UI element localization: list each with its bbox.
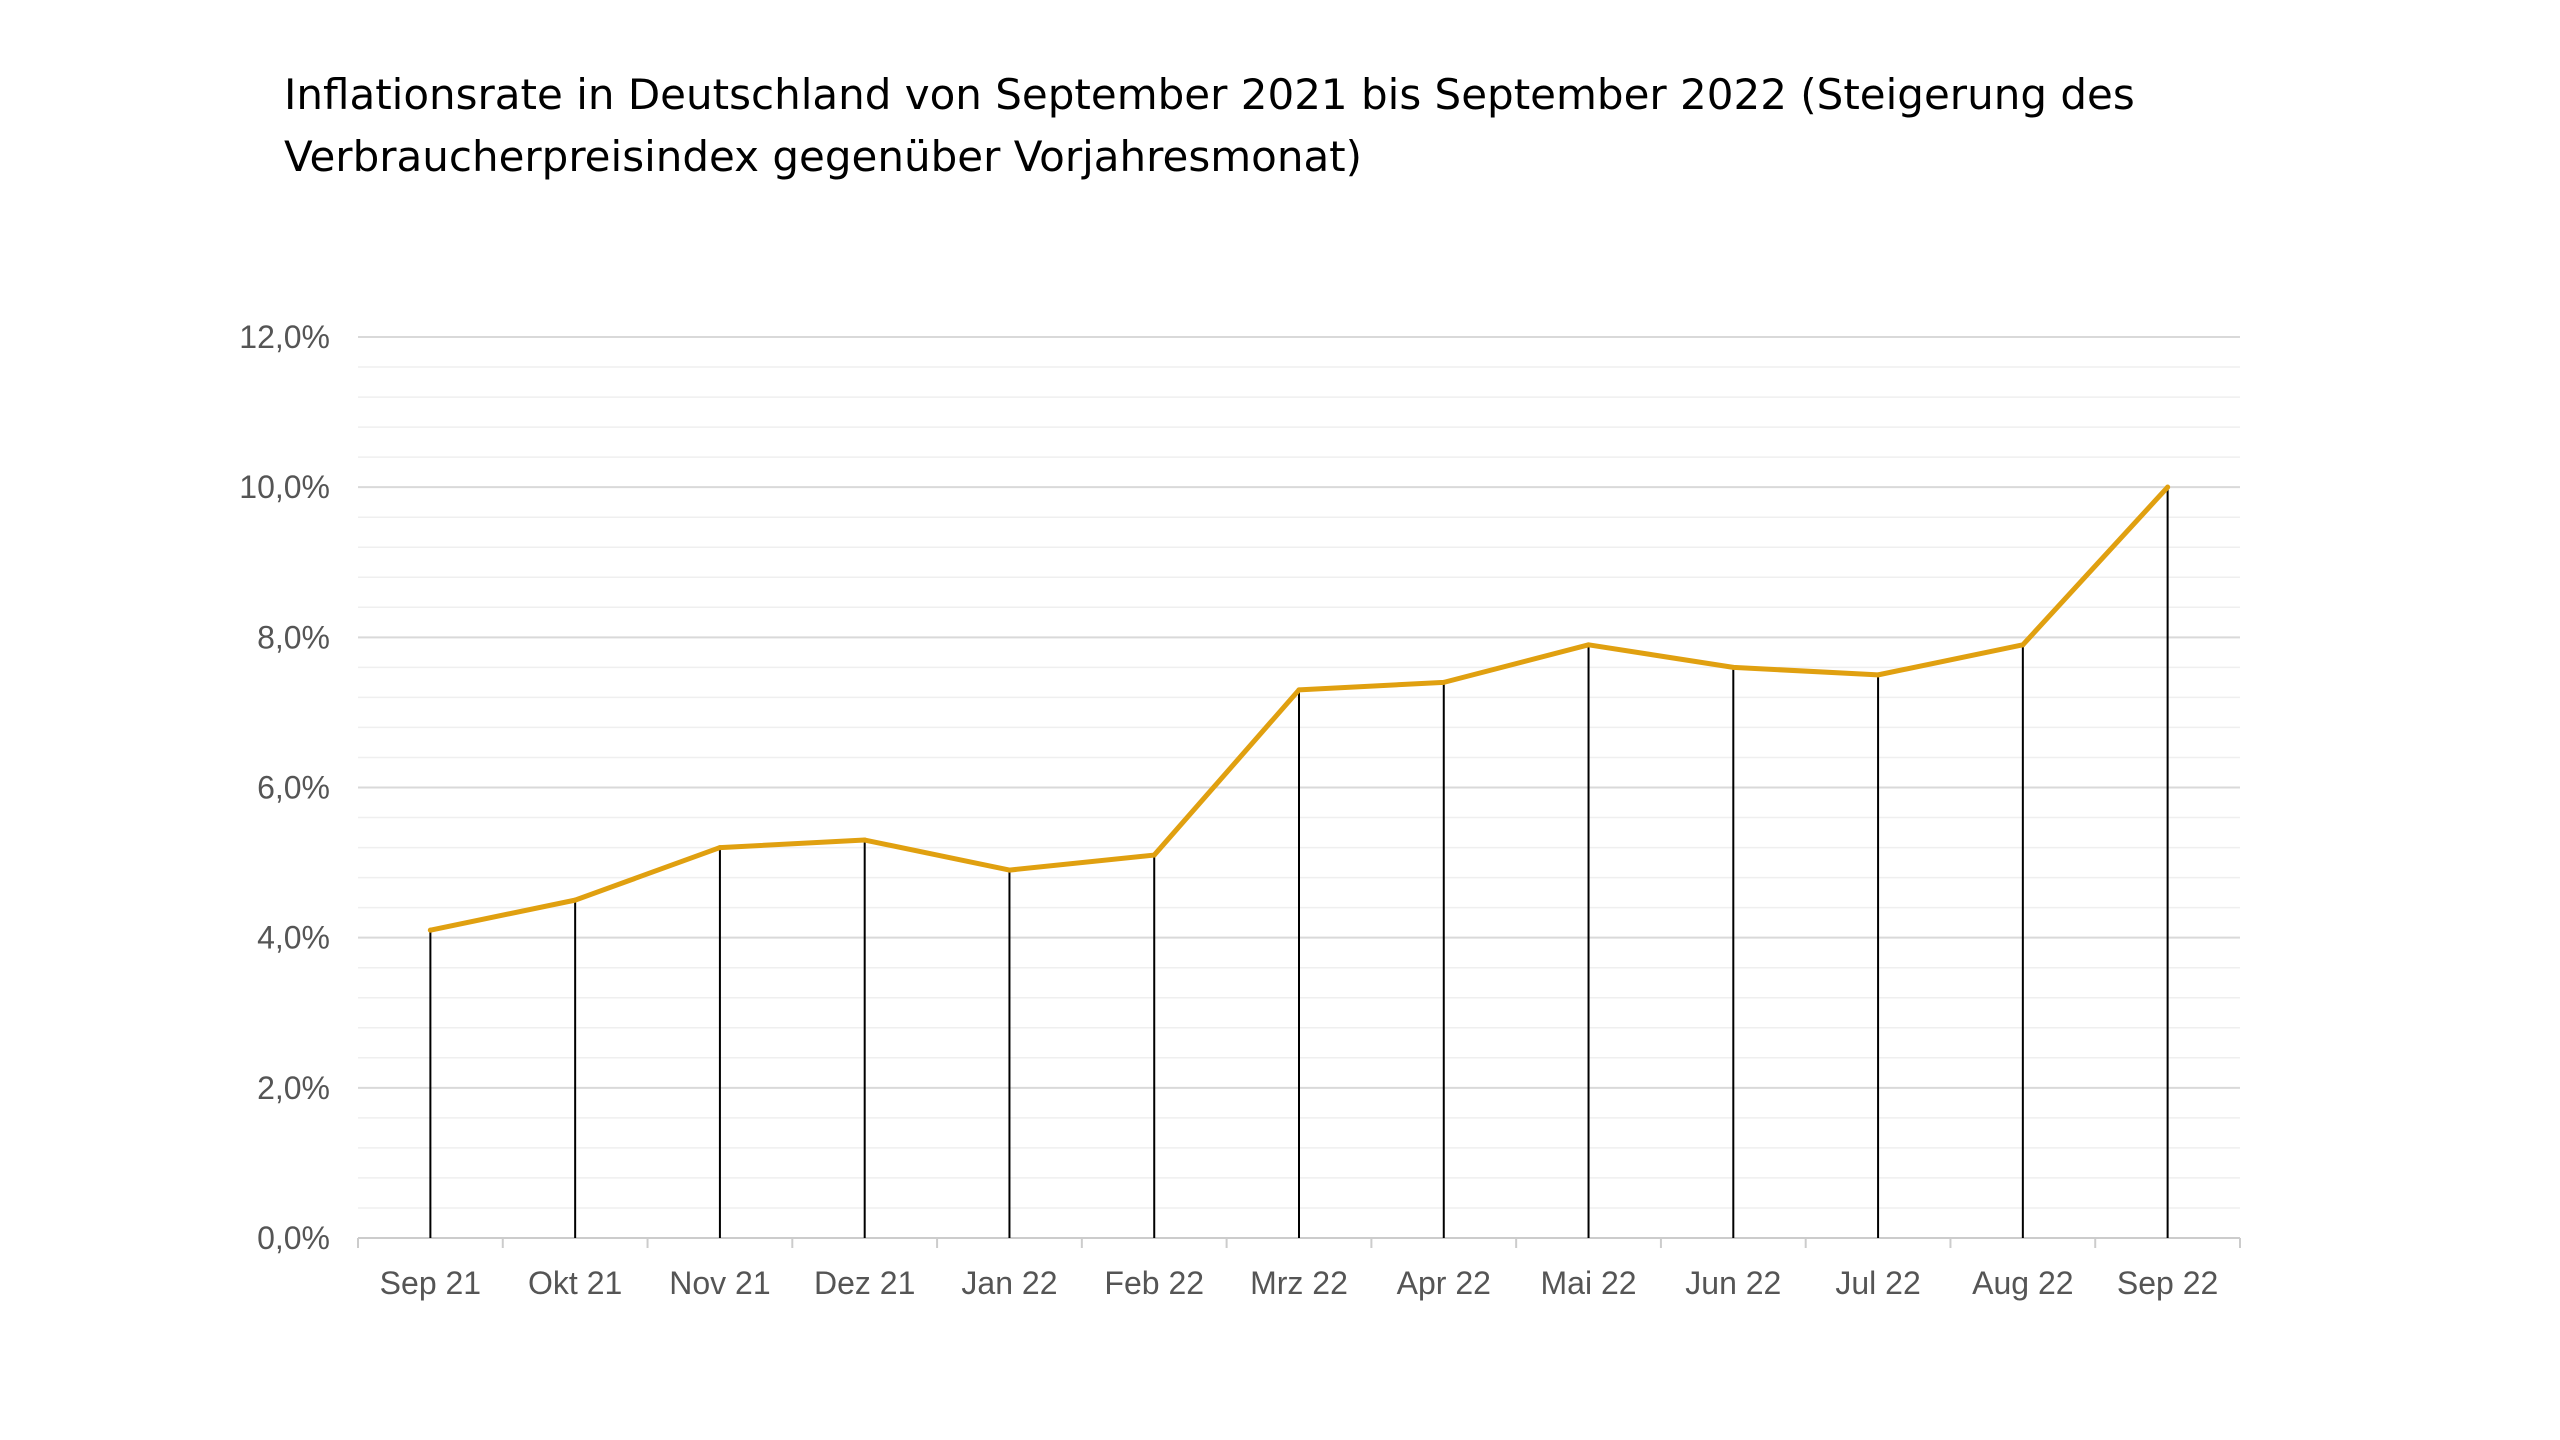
x-tick-labels: Sep 21 Okt 21 Nov 21 Dez 21 Jan 22 Feb 22 Mrz … — [380, 1265, 2219, 1301]
series-layer — [427, 484, 2171, 933]
y-tick-label: 8,0% — [257, 619, 330, 655]
x-tick-label: Aug 22 — [1972, 1265, 2073, 1301]
x-tick-label: Okt 21 — [528, 1265, 622, 1301]
x-tick-label: Jan 22 — [961, 1265, 1057, 1301]
data-point — [862, 837, 868, 843]
axis-layer — [357, 1237, 2241, 1248]
x-tick-label: Jun 22 — [1685, 1265, 1781, 1301]
data-point — [2020, 642, 2026, 648]
y-tick-label: 10,0% — [239, 469, 330, 505]
x-tick-label: Jul 22 — [1835, 1265, 1920, 1301]
drop-lines — [429, 487, 2169, 1238]
data-point — [427, 927, 433, 933]
x-tick-label: Sep 21 — [380, 1265, 481, 1301]
x-tick-label: Apr 22 — [1397, 1265, 1491, 1301]
x-tick-label: Dez 21 — [814, 1265, 915, 1301]
data-point — [1730, 664, 1736, 670]
x-tick-label: Sep 22 — [2117, 1265, 2218, 1301]
x-tick-label: Mrz 22 — [1250, 1265, 1348, 1301]
x-tick-label: Mai 22 — [1541, 1265, 1637, 1301]
data-point — [717, 845, 723, 851]
y-tick-label: 12,0% — [239, 319, 330, 355]
y-tick-label: 0,0% — [257, 1220, 330, 1256]
data-point — [2165, 484, 2171, 490]
x-tick-label: Nov 21 — [669, 1265, 770, 1301]
y-tick-labels: 0,0% 2,0% 4,0% 6,0% 8,0% 10,0% 12,0% — [239, 319, 330, 1256]
data-point — [1151, 852, 1157, 858]
data-point — [1296, 687, 1302, 693]
data-point — [1006, 867, 1012, 873]
data-point — [572, 897, 578, 903]
y-tick-label: 4,0% — [257, 920, 330, 956]
data-point — [1441, 679, 1447, 685]
x-tick-label: Feb 22 — [1104, 1265, 1204, 1301]
data-point — [1875, 672, 1881, 678]
y-tick-label: 6,0% — [257, 770, 330, 806]
chart-title: Inflationsrate in Deutschland von Septem… — [284, 70, 2135, 181]
data-point — [1586, 642, 1592, 648]
y-tick-label: 2,0% — [257, 1070, 330, 1106]
